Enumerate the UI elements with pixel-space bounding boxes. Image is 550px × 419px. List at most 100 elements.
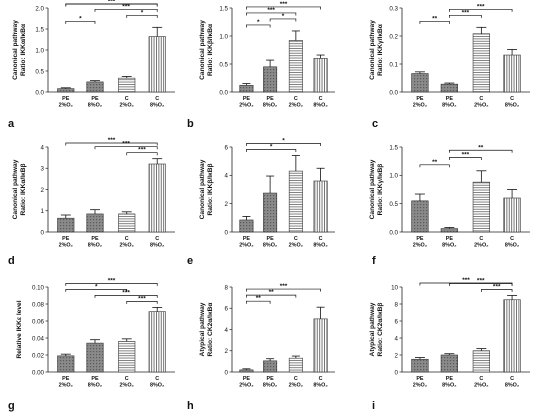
x-tick-label: 8%O₂ [442,383,457,389]
y-axis-label-line: Ratio: IKKγ/IκBα [377,24,384,76]
y-axis-label-line: Atypical pathway [369,302,376,356]
significance-bracket [449,8,513,12]
x-tick-label: PE [243,376,251,382]
significance-label: *** [108,277,116,284]
bar [440,228,458,233]
x-tick-label: 2%O₂ [413,243,428,249]
y-tick-label: 0 [41,229,45,236]
significance-label: *** [122,141,130,148]
x-tick-label: 2%O₂ [413,103,428,109]
y-tick-label: 1.0 [219,33,228,40]
y-tick-label: 0.5 [35,68,44,75]
panel-label: c [372,118,378,130]
x-tick-label: PE [416,236,424,242]
x-tick-label: 2%O₂ [120,103,135,109]
x-tick-label: 8%O₂ [150,243,165,249]
significance-bracket [449,157,482,161]
significance-label: *** [280,283,288,290]
y-tick-label: 2 [41,187,45,194]
significance-bracket [481,289,513,292]
significance-bracket [94,295,158,298]
bar [472,350,490,373]
significance-label: *** [138,295,146,302]
x-tick-label: C [319,96,323,102]
significance-bracket [94,8,158,12]
y-axis-label: Atypical pathwayRatio: CK2α/IκBβ [369,302,384,356]
significance-label: * [282,13,285,20]
x-tick-label: 8%O₂ [505,103,520,109]
x-tick-label: 8%O₂ [150,103,165,109]
y-axis-label: Canonical pathwayRatio: IKKγ/IκBα [369,20,384,80]
x-tick-label: PE [243,236,251,242]
panel-label: a [8,118,15,130]
significance-bracket [65,20,96,24]
y-axis-label-line: Ratio: CK2α/IκBβ [377,303,384,357]
bar [440,83,458,93]
x-tick-label: PE [446,96,454,102]
bar [57,217,75,233]
bar [503,299,521,373]
bar [411,73,429,93]
significance-bracket [246,288,321,292]
bar [263,66,278,93]
significance-label: *** [138,147,146,154]
bar [313,318,328,373]
x-tick-label: 8%O₂ [313,103,328,109]
y-axis-label-line: Canonical pathway [199,20,206,80]
bar [148,163,166,233]
bar [86,342,104,373]
x-tick-label: 2%O₂ [289,243,304,249]
x-tick-label: 8%O₂ [263,243,278,249]
significance-label: *** [267,7,275,14]
x-tick-label: 2%O₂ [59,243,74,249]
y-tick-label: 0.00 [32,369,45,376]
y-axis-label-line: Ratio: IKKβ/IκBβ [207,163,214,215]
bar [288,40,303,93]
x-tick-label: 8%O₂ [88,243,103,249]
x-tick-label: 2%O₂ [289,383,304,389]
x-tick-label: C [125,96,129,102]
bar [288,357,303,373]
x-tick-label: C [510,236,514,242]
x-tick-label: C [155,96,159,102]
x-tick-label: PE [267,96,275,102]
bar [440,354,458,373]
y-tick-label: 0.5 [389,201,398,208]
y-axis-label-line: Canonical pathway [12,20,19,80]
bar [263,192,278,233]
significance-bracket [449,149,513,153]
y-axis-label-line: Relative IKKε level [16,300,23,358]
y-tick-label: 0.0 [389,89,398,96]
bar [472,33,490,93]
y-axis-label: Canonical pathwayRatio: IKKα/IκBα [12,20,27,80]
y-tick-label: 2 [225,348,229,355]
significance-label: ** [256,295,262,302]
significance-bracket [65,3,158,7]
x-tick-label: 8%O₂ [313,243,328,249]
significance-label: * [282,138,285,145]
significance-label: *** [122,289,130,296]
significance-label: * [141,9,144,16]
y-tick-label: 10 [391,284,398,291]
significance-bracket [246,24,271,28]
significance-bracket [246,149,297,152]
significance-bracket [419,20,450,24]
x-tick-label: PE [446,236,454,242]
y-tick-label: 1.5 [219,5,228,12]
y-tick-label: 0.10 [32,284,45,291]
significance-label: *** [108,0,116,5]
y-axis-label-line: Ratio: CK2α/IκBα [207,303,214,357]
x-tick-label: C [319,236,323,242]
y-axis-label-line: Ratio: IKKβ/IκBα [207,24,214,76]
y-axis-label-line: Ratio: IKKα/IκBβ [20,163,27,215]
significance-label: *** [108,0,116,5]
significance-label: *** [462,9,470,16]
significance-label: *** [108,137,116,144]
y-tick-label: 8 [395,301,399,308]
significance-label: *** [493,284,501,291]
chart-panel-f: 0.0 0.5 1.0 1.5 Canonical pathwayRatio: IKKγ… [369,144,530,267]
bar [57,88,75,93]
bar [411,358,429,373]
